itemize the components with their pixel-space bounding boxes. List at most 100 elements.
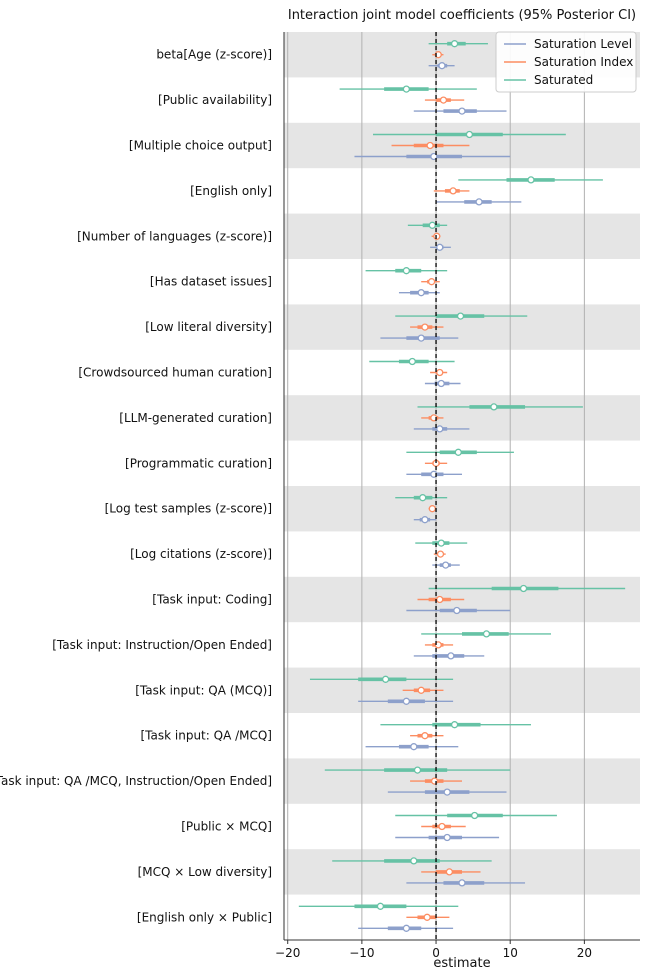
posterior-mean-point bbox=[413, 766, 422, 774]
posterior-mean-point bbox=[490, 403, 498, 411]
posterior-mean-point bbox=[421, 323, 429, 331]
posterior-mean-point bbox=[381, 675, 390, 683]
posterior-mean-point bbox=[402, 85, 411, 93]
posterior-mean-point bbox=[430, 152, 438, 161]
posterior-mean-point bbox=[428, 221, 436, 229]
posterior-mean-point bbox=[436, 550, 445, 558]
coefficient-row: beta[Age (z-score)] bbox=[156, 40, 488, 70]
posterior-mean-point bbox=[410, 857, 418, 865]
x-tick-label: 0 bbox=[432, 946, 440, 960]
posterior-mean-point bbox=[443, 788, 451, 796]
posterior-mean-point bbox=[402, 924, 411, 932]
coefficient-row: [Task input: QA /MCQ] bbox=[141, 721, 531, 751]
coefficient-row: [Has dataset issues] bbox=[150, 267, 448, 297]
row-label: [Log citations (z-score)] bbox=[130, 547, 272, 561]
row-label: [Task input: Coding] bbox=[152, 593, 272, 607]
posterior-mean-point bbox=[437, 379, 445, 388]
legend-label: Saturated bbox=[534, 73, 593, 87]
posterior-mean-point bbox=[450, 721, 459, 729]
coefficient-row: [Task input: Instruction/Open Ended] bbox=[52, 630, 551, 660]
posterior-mean-point bbox=[445, 868, 454, 876]
posterior-mean-point bbox=[453, 606, 461, 615]
posterior-mean-point bbox=[408, 357, 416, 366]
posterior-mean-point bbox=[423, 913, 431, 921]
posterior-mean-point bbox=[436, 595, 444, 604]
row-label: [Number of languages (z-score)] bbox=[77, 229, 272, 243]
posterior-mean-point bbox=[434, 51, 442, 59]
row-label: [Low literal diversity] bbox=[145, 320, 272, 334]
coefficient-row: [English only × Public] bbox=[137, 902, 459, 932]
coefficient-row: [Task input: QA /MCQ, Instruction/Open E… bbox=[0, 766, 511, 796]
x-axis-label: estimate bbox=[433, 956, 490, 971]
posterior-mean-point bbox=[458, 879, 466, 887]
row-label: [Task input: Instruction/Open Ended] bbox=[52, 638, 272, 652]
x-tick-label: 10 bbox=[503, 946, 518, 960]
row-label: beta[Age (z-score)] bbox=[156, 48, 272, 62]
coefficient-row: [Public × MCQ] bbox=[181, 811, 557, 842]
coefficient-row: [Task input: Coding] bbox=[152, 584, 626, 615]
coefficient-rows: beta[Age (z-score)] [Public availability]… bbox=[0, 40, 626, 932]
coefficient-row: [Log citations (z-score)] bbox=[130, 539, 468, 569]
posterior-mean-point bbox=[402, 697, 411, 705]
posterior-mean-point bbox=[427, 278, 436, 286]
legend-label: Saturation Level bbox=[534, 37, 632, 51]
row-label: [Programmatic curation] bbox=[125, 456, 272, 470]
posterior-mean-point bbox=[402, 267, 411, 275]
row-bands bbox=[284, 32, 640, 895]
coefficient-row: [Multiple choice output] bbox=[129, 130, 566, 161]
coefficient-row: [MCQ × Low diversity] bbox=[138, 857, 526, 887]
coefficient-row: [Programmatic curation] bbox=[125, 448, 514, 478]
row-label: [English only × Public] bbox=[137, 910, 272, 924]
row-label: [Log test samples (z-score)] bbox=[105, 502, 272, 516]
row-label: [Task input: QA /MCQ] bbox=[141, 729, 273, 743]
row-band bbox=[284, 213, 640, 259]
row-label: [Task input: QA /MCQ, Instruction/Open E… bbox=[0, 774, 272, 788]
posterior-mean-point bbox=[419, 494, 427, 502]
posterior-mean-point bbox=[437, 539, 445, 547]
row-band bbox=[284, 304, 640, 350]
posterior-mean-point bbox=[433, 232, 441, 240]
posterior-mean-point bbox=[449, 187, 457, 195]
x-tick-label: −20 bbox=[275, 946, 300, 960]
posterior-mean-point bbox=[519, 584, 528, 593]
legend-box bbox=[495, 31, 637, 93]
row-label: [Task input: QA (MCQ)] bbox=[135, 683, 272, 697]
posterior-mean-point bbox=[436, 425, 444, 433]
posterior-mean-point bbox=[527, 176, 535, 184]
legend: Saturation Level Saturation Index Saturate… bbox=[495, 31, 637, 93]
posterior-mean-point bbox=[465, 130, 474, 139]
row-band bbox=[284, 667, 640, 713]
row-label: [LLM-generated curation] bbox=[119, 411, 272, 425]
x-tick-label: 20 bbox=[577, 946, 592, 960]
posterior-mean-point bbox=[421, 732, 429, 740]
axes: −20 −10 0 10 20 bbox=[275, 32, 640, 960]
chart-title: Interaction joint model coefficients (95… bbox=[288, 8, 636, 23]
coefficient-row: [Log test samples (z-score)] bbox=[105, 494, 448, 524]
coefficient-row: [Public availability] bbox=[158, 85, 507, 115]
coefficient-row: [LLM-generated curation] bbox=[119, 403, 583, 433]
coefficient-row: [Crowdsourced human curation] bbox=[78, 357, 461, 388]
row-band bbox=[284, 395, 640, 441]
posterior-mean-point bbox=[439, 96, 448, 104]
posterior-mean-point bbox=[482, 630, 491, 638]
posterior-mean-point bbox=[426, 141, 434, 150]
posterior-mean-point bbox=[454, 448, 462, 456]
row-label: [Crowdsourced human curation] bbox=[78, 366, 272, 380]
posterior-mean-point bbox=[417, 334, 425, 342]
posterior-mean-point bbox=[450, 40, 459, 48]
row-label: [Has dataset issues] bbox=[150, 275, 272, 289]
x-tick-label: −10 bbox=[349, 946, 374, 960]
row-label: [Public × MCQ] bbox=[181, 820, 272, 834]
posterior-mean-point bbox=[443, 833, 451, 842]
legend-label: Saturation Index bbox=[534, 55, 633, 69]
row-band bbox=[284, 486, 640, 532]
posterior-mean-point bbox=[475, 198, 483, 206]
posterior-mean-point bbox=[438, 822, 446, 831]
posterior-mean-point bbox=[447, 652, 455, 660]
posterior-mean-point bbox=[438, 62, 446, 70]
posterior-mean-point bbox=[458, 107, 466, 115]
row-label: [Multiple choice output] bbox=[129, 139, 272, 153]
posterior-mean-point bbox=[376, 902, 385, 910]
row-label: [English only] bbox=[190, 184, 272, 198]
